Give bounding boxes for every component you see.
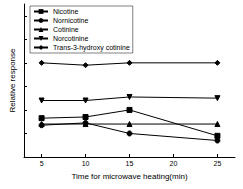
svg-text:Relative response: Relative response (8, 48, 17, 113)
svg-text:15: 15 (126, 160, 134, 167)
svg-text:Nornicotine: Nornicotine (53, 17, 89, 24)
svg-text:20: 20 (170, 160, 178, 167)
svg-text:10: 10 (82, 160, 90, 167)
svg-text:Time for microwave heating(min: Time for microwave heating(min) (71, 172, 188, 181)
svg-text:Trans-3-hydroxy cotinine: Trans-3-hydroxy cotinine (53, 44, 130, 52)
svg-text:Norcotinine: Norcotinine (53, 35, 89, 42)
svg-text:Nicotine: Nicotine (53, 8, 78, 15)
svg-text:5: 5 (40, 160, 44, 167)
svg-text:25: 25 (214, 160, 222, 167)
svg-text:Cotinine: Cotinine (53, 26, 79, 33)
